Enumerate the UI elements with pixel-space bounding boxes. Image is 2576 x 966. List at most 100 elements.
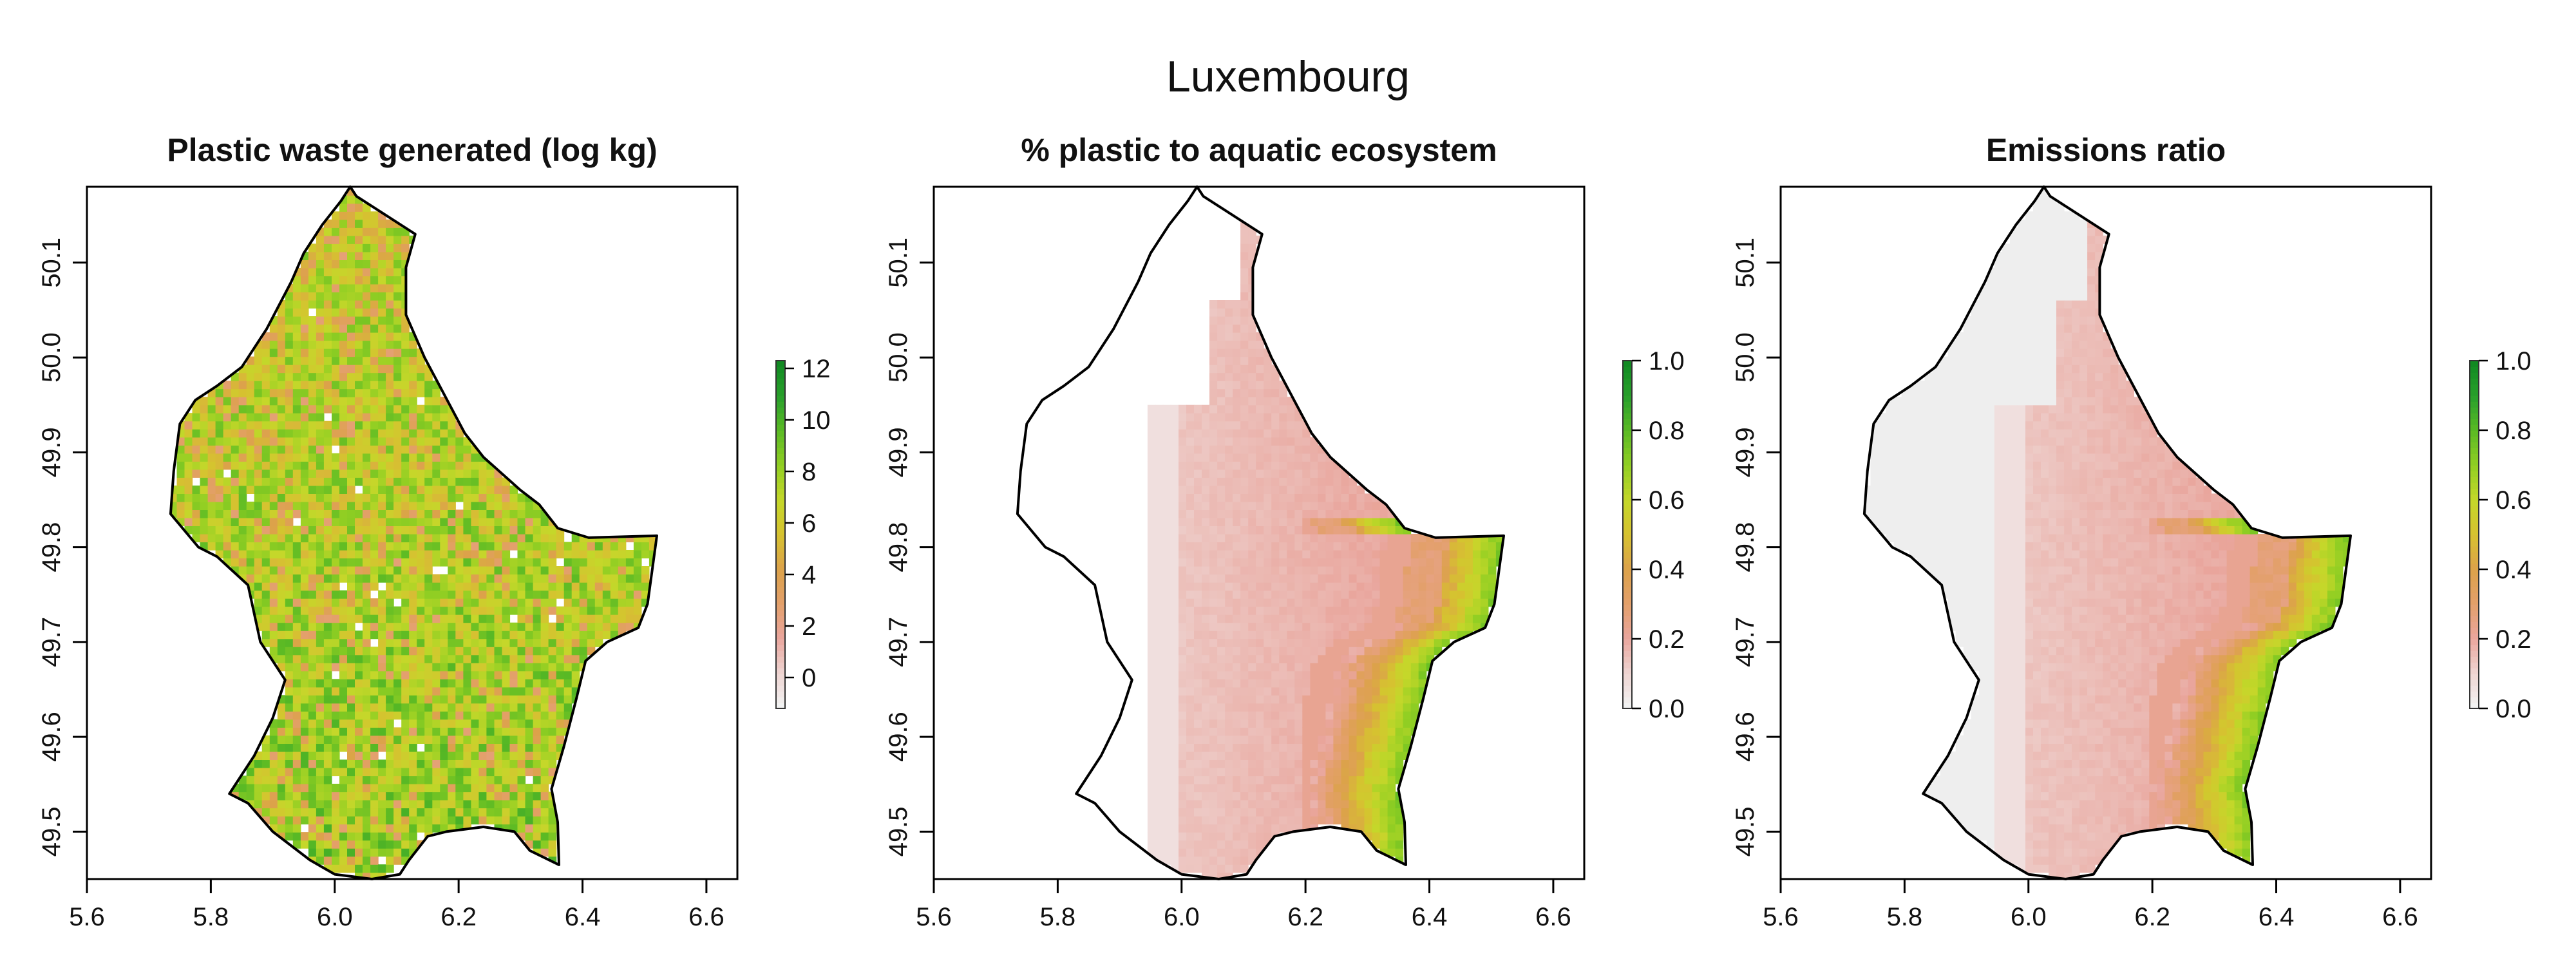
raster-cell bbox=[300, 485, 309, 494]
raster-cell bbox=[455, 477, 464, 486]
raster-cell bbox=[571, 542, 580, 551]
raster-cell bbox=[1248, 751, 1256, 760]
raster-cell bbox=[339, 670, 348, 679]
raster-cell bbox=[1379, 647, 1388, 656]
raster-cell bbox=[1248, 679, 1256, 688]
raster-cell bbox=[1217, 332, 1226, 341]
raster-cell bbox=[1325, 808, 1334, 817]
legend-tick-label: 8 bbox=[802, 458, 816, 486]
raster-cell bbox=[1403, 654, 1412, 663]
legend-segment bbox=[776, 488, 785, 495]
raster-cell bbox=[1318, 670, 1326, 679]
raster-cell bbox=[548, 542, 557, 551]
raster-cell bbox=[1480, 542, 1489, 551]
raster-cell bbox=[579, 582, 588, 591]
raster-cell bbox=[1333, 800, 1341, 809]
raster-cell bbox=[1264, 526, 1272, 535]
raster-cell bbox=[184, 461, 193, 470]
raster-cell bbox=[1410, 614, 1419, 623]
raster-cell bbox=[432, 622, 440, 631]
raster-cell bbox=[308, 614, 317, 623]
legend-segment bbox=[776, 662, 785, 668]
raster-cell bbox=[261, 509, 270, 518]
raster-cell bbox=[378, 316, 386, 325]
raster-cell bbox=[316, 534, 325, 543]
raster-cell bbox=[347, 292, 355, 301]
raster-cell bbox=[238, 550, 247, 559]
raster-cell bbox=[1162, 421, 1171, 430]
raster-cell bbox=[277, 791, 286, 800]
raster-cell bbox=[1387, 791, 1396, 800]
raster-cell bbox=[548, 695, 557, 704]
raster-cell bbox=[1179, 534, 1187, 543]
raster-cell bbox=[424, 566, 433, 575]
raster-cell bbox=[355, 469, 363, 478]
raster-cell bbox=[316, 614, 325, 623]
raster-cell bbox=[355, 647, 363, 656]
raster-cell bbox=[1179, 695, 1187, 704]
raster-cell bbox=[386, 517, 394, 526]
raster-cell bbox=[1333, 526, 1341, 535]
raster-cell bbox=[509, 542, 518, 551]
raster-cell bbox=[316, 768, 325, 777]
raster-cell bbox=[448, 759, 456, 768]
raster-cell bbox=[1162, 784, 1171, 793]
raster-cell bbox=[1233, 308, 1241, 317]
legend-tick-label: 0 bbox=[802, 664, 816, 692]
raster-cell bbox=[502, 711, 511, 720]
raster-cell bbox=[1155, 421, 1164, 430]
raster-cell bbox=[347, 864, 355, 873]
raster-cell bbox=[1349, 493, 1358, 502]
raster-cell bbox=[1233, 622, 1241, 631]
raster-cell bbox=[1264, 372, 1272, 381]
raster-cell bbox=[1410, 534, 1419, 543]
raster-cell bbox=[261, 493, 270, 502]
raster-cell bbox=[448, 558, 456, 567]
raster-cell bbox=[231, 469, 240, 478]
raster-cell bbox=[316, 542, 325, 551]
raster-cell bbox=[277, 388, 286, 397]
raster-cell bbox=[1155, 461, 1164, 470]
raster-cell bbox=[618, 590, 627, 599]
raster-cell bbox=[1418, 647, 1427, 656]
raster-cell bbox=[1256, 388, 1264, 397]
raster-cell bbox=[1256, 735, 1264, 744]
raster-cell bbox=[393, 356, 402, 365]
raster-cell bbox=[308, 283, 317, 292]
raster-cell bbox=[1372, 687, 1381, 696]
raster-cell bbox=[1356, 670, 1365, 679]
raster-cell bbox=[564, 638, 573, 647]
raster-cell bbox=[1162, 735, 1171, 744]
raster-cell bbox=[386, 727, 394, 736]
raster-cell bbox=[556, 638, 565, 647]
raster-cell bbox=[509, 711, 518, 720]
raster-cell bbox=[269, 421, 278, 430]
raster-cell bbox=[409, 768, 417, 777]
raster-cell bbox=[548, 663, 557, 672]
raster-cell bbox=[533, 816, 542, 825]
raster-cell bbox=[393, 856, 402, 865]
raster-cell bbox=[1364, 670, 1373, 679]
raster-cell bbox=[1202, 735, 1210, 744]
raster-cell bbox=[448, 421, 456, 430]
raster-cell bbox=[1256, 784, 1264, 793]
raster-cell bbox=[594, 638, 603, 647]
raster-cell bbox=[463, 775, 471, 784]
raster-cell bbox=[1240, 235, 1249, 244]
raster-cell bbox=[432, 670, 440, 679]
raster-cell bbox=[1240, 791, 1249, 800]
raster-cell bbox=[1318, 517, 1326, 526]
raster-cell bbox=[316, 501, 325, 510]
raster-cell bbox=[261, 775, 270, 784]
raster-cell bbox=[587, 582, 596, 591]
raster-cell bbox=[548, 526, 557, 535]
raster-cell bbox=[200, 437, 209, 446]
raster-cell bbox=[1202, 509, 1210, 518]
raster-cell bbox=[261, 517, 270, 526]
raster-cell bbox=[1403, 574, 1412, 583]
raster-cell bbox=[517, 743, 526, 752]
raster-cell bbox=[323, 622, 332, 631]
raster-cell bbox=[1194, 614, 1202, 623]
raster-cell bbox=[571, 550, 580, 559]
raster-cell bbox=[1209, 638, 1218, 647]
